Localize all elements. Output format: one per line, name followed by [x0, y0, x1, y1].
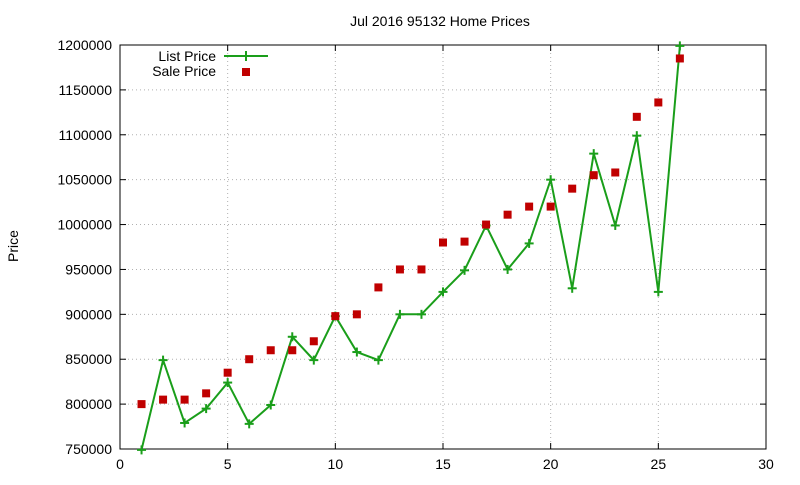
sale-price-point — [266, 346, 275, 355]
grid-lines — [120, 45, 766, 449]
list-price-point — [460, 265, 470, 275]
sale-price-point — [611, 168, 620, 177]
legend-label-sale-price: Sale Price — [152, 63, 216, 79]
chart-title: Jul 2016 95132 Home Prices — [350, 13, 530, 29]
sale-price-point — [309, 337, 318, 346]
sale-price-point — [589, 171, 598, 180]
sale-price-point — [137, 400, 146, 409]
sale-price-point — [654, 98, 663, 107]
list-price-point — [373, 355, 383, 365]
legend-marker-sale-price — [242, 68, 250, 76]
sale-price-point — [417, 265, 426, 274]
list-price-point — [158, 355, 168, 365]
list-price-point — [653, 287, 663, 297]
legend-marker-list-price — [241, 51, 251, 61]
list-price-point — [567, 283, 577, 293]
y-tick-label: 950000 — [65, 261, 112, 277]
sale-price-point — [439, 238, 447, 247]
sale-price-point — [632, 112, 641, 121]
list-price-point — [201, 404, 211, 414]
list-price-point — [632, 131, 642, 141]
sale-price-point — [395, 265, 404, 274]
list-price-point — [675, 41, 685, 51]
legend: List Price Sale Price — [152, 48, 268, 79]
y-tick-label: 800000 — [65, 396, 112, 412]
legend-label-list-price: List Price — [158, 48, 216, 64]
list-price-point — [287, 332, 297, 342]
list-price-point — [395, 309, 405, 319]
y-tick-label: 850000 — [65, 351, 112, 367]
sale-price-point — [525, 202, 534, 211]
list-price-point — [244, 419, 254, 429]
y-axis-label: Price — [5, 230, 21, 262]
x-tick-label: 20 — [543, 456, 559, 472]
sale-price-point — [202, 389, 211, 398]
sale-price-point — [675, 54, 684, 63]
y-tick-label: 750000 — [65, 441, 112, 457]
list-price-point — [137, 445, 147, 455]
list-price-point — [180, 418, 190, 428]
x-tick-label: 25 — [651, 456, 667, 472]
sale-price-point — [482, 220, 491, 229]
sale-price-point — [180, 395, 189, 404]
y-tick-label: 1100000 — [59, 127, 113, 143]
y-tick-label: 1150000 — [59, 82, 113, 98]
list-price-point — [266, 400, 276, 410]
x-tick-label: 10 — [328, 456, 344, 472]
x-tick-label: 15 — [435, 456, 451, 472]
sale-price-point — [159, 395, 168, 404]
list-price-point — [589, 149, 599, 159]
list-price-point — [223, 378, 233, 388]
list-price-point — [503, 264, 513, 274]
list-price-point — [309, 355, 319, 365]
y-tick-label: 1200000 — [57, 37, 112, 53]
list-price-point — [524, 238, 534, 248]
sale-price-point — [568, 184, 577, 193]
list-price-point — [438, 287, 448, 297]
list-price-point — [352, 347, 362, 357]
axis-ticks: 7500008000008500009000009500001000000105… — [57, 37, 774, 472]
sale-price-point — [245, 355, 254, 364]
sale-price-point — [331, 312, 340, 321]
sale-price-point — [460, 237, 469, 246]
x-tick-label: 5 — [224, 456, 232, 472]
x-tick-label: 0 — [116, 456, 124, 472]
sale-price-point — [223, 368, 232, 377]
list-price-point — [610, 220, 620, 230]
sale-price-point — [352, 310, 361, 319]
sale-price-point — [288, 346, 297, 355]
x-tick-label: 30 — [758, 456, 774, 472]
list-price-point — [416, 309, 426, 319]
y-tick-label: 900000 — [65, 306, 112, 322]
y-tick-label: 1000000 — [57, 217, 112, 233]
data-series — [137, 41, 685, 455]
sale-price-point — [503, 210, 512, 219]
list-price-line — [140, 45, 681, 451]
y-tick-label: 1050000 — [57, 172, 112, 188]
sale-price-point — [546, 202, 555, 211]
sale-price-point — [374, 283, 383, 292]
list-price-point — [546, 175, 556, 185]
